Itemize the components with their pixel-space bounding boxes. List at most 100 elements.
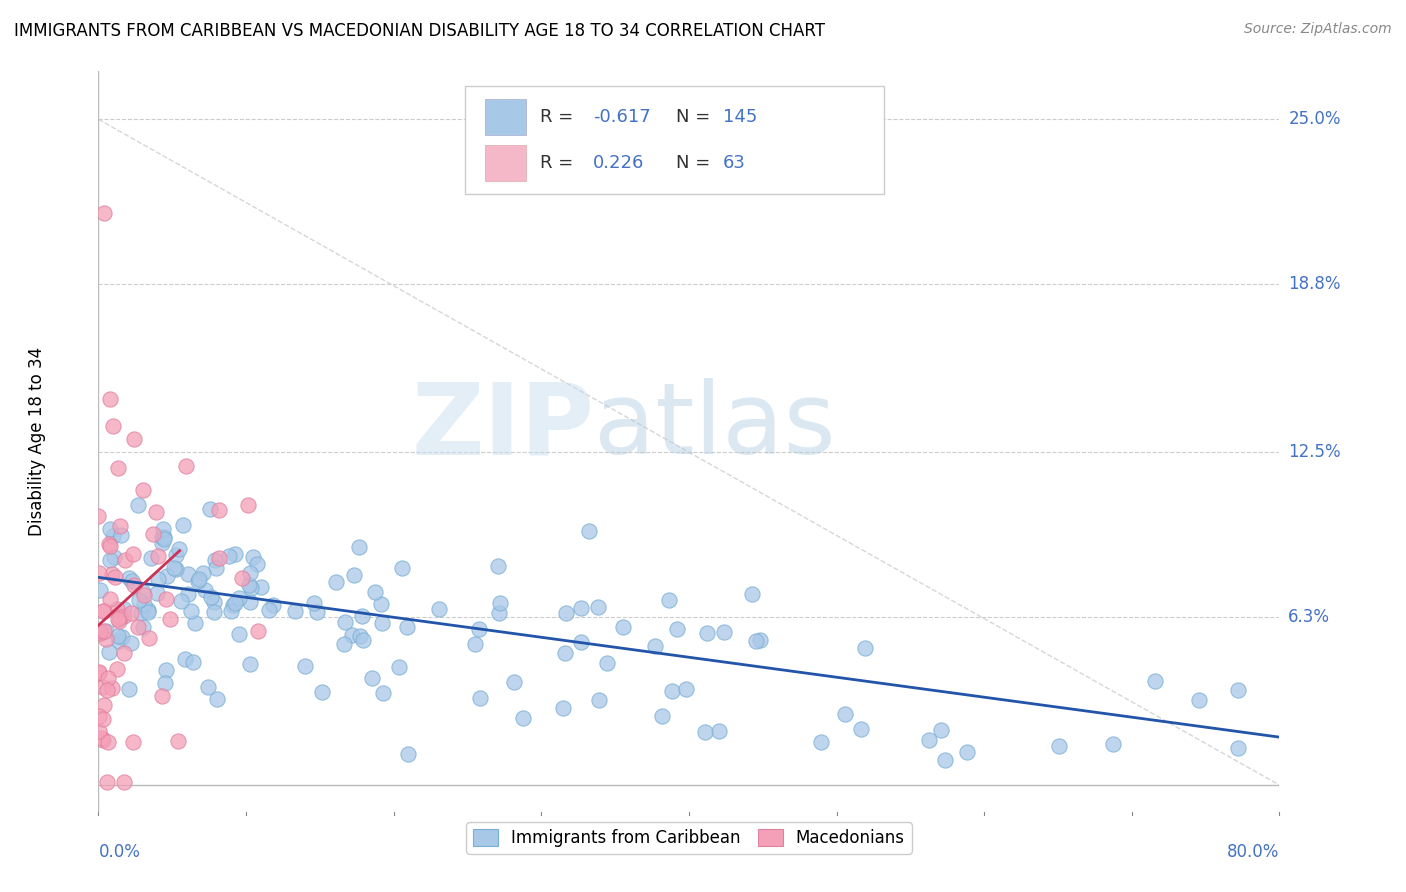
Point [93,205,115,219]
Point [170,594,193,608]
Point [239,566,262,580]
Point [120,607,142,621]
Point [122,547,145,561]
Point [101,529,124,543]
Point [693,725,716,739]
Point [153,675,176,690]
Point [304,596,326,610]
Text: R =: R = [540,153,579,172]
Point [834,706,856,721]
Point [90,731,112,745]
Point [107,612,129,626]
Point [187,572,209,586]
Point [849,723,872,737]
Point [97,671,120,685]
Point [87,508,110,523]
Point [651,708,673,723]
Text: ZIP: ZIP [412,378,595,475]
Text: N =: N = [676,108,716,126]
Point [107,614,129,628]
Text: Source: ZipAtlas.com: Source: ZipAtlas.com [1244,22,1392,37]
Point [696,626,718,640]
Point [132,584,155,599]
Point [488,596,510,610]
FancyBboxPatch shape [485,99,526,135]
Point [1047,739,1070,753]
Point [238,595,260,609]
Point [305,605,328,619]
Point [342,628,364,642]
Point [198,502,221,516]
Point [89,624,111,638]
Point [488,606,510,620]
Point [352,632,374,647]
Text: 18.8%: 18.8% [1288,276,1341,293]
Point [91,604,114,618]
Point [153,532,176,546]
Point [468,622,491,636]
Point [246,557,269,571]
Point [745,634,768,648]
Point [569,600,592,615]
Point [333,637,356,651]
Point [202,595,225,609]
Point [191,566,214,581]
Point [107,460,129,475]
Text: 80.0%: 80.0% [1227,843,1279,861]
Point [105,602,128,616]
Point [112,608,135,623]
Point [228,591,250,605]
Point [93,604,115,618]
Point [114,647,136,661]
Point [118,571,141,585]
Point [218,549,240,563]
Point [155,663,177,677]
Point [114,553,136,567]
Point [89,665,111,680]
Point [87,566,110,581]
Point [96,775,118,789]
Point [1188,693,1211,707]
Point [236,499,259,513]
Point [89,583,111,598]
Text: 6.3%: 6.3% [1288,608,1330,626]
Point [205,561,228,575]
Point [110,519,132,533]
Point [396,747,419,762]
Point [167,734,190,748]
Point [934,753,956,767]
Text: -0.617: -0.617 [593,108,651,126]
Point [153,531,176,545]
Point [284,604,307,618]
Point [159,612,181,626]
Point [231,571,253,585]
Point [98,392,121,406]
Point [121,574,143,588]
Point [177,566,200,581]
Point [464,637,486,651]
Point [150,530,173,544]
Point [91,712,114,726]
Point [238,578,260,592]
Text: 145: 145 [723,108,758,126]
Point [105,662,128,676]
Point [155,591,177,606]
Point [127,498,149,512]
FancyBboxPatch shape [464,87,884,194]
Point [98,552,121,566]
Point [1143,674,1166,689]
Point [172,518,194,533]
Point [370,598,392,612]
Point [136,605,159,619]
Point [207,691,229,706]
Point [202,605,225,619]
Point [187,574,209,589]
Point [665,622,688,636]
Point [228,627,250,641]
Point [1227,683,1250,698]
Point [180,604,202,618]
Point [93,698,115,712]
Point [294,659,316,673]
Point [107,629,129,643]
Point [138,631,160,645]
